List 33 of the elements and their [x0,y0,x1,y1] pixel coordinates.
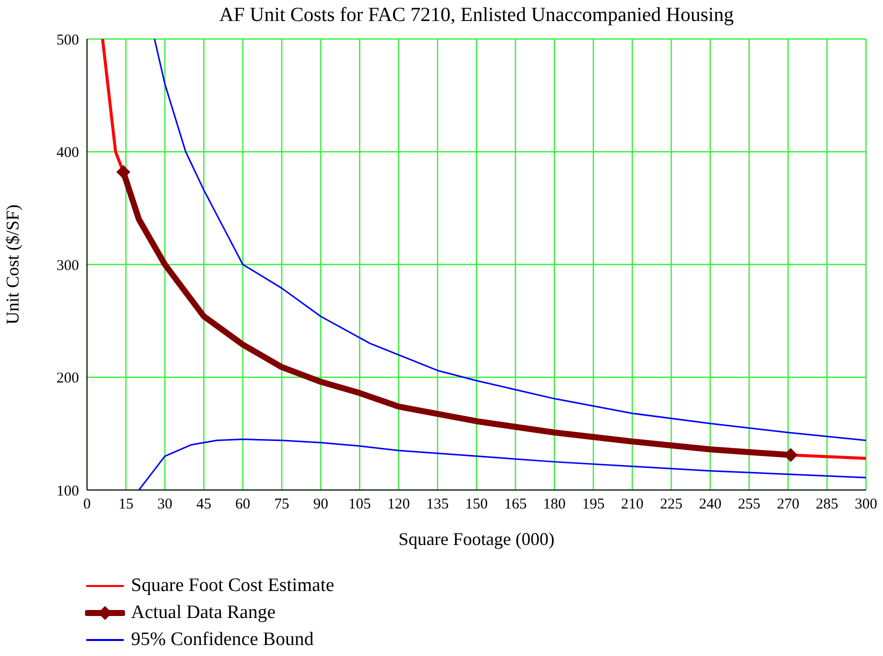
x-tick-label: 270 [776,496,800,513]
y-tick-label: 200 [56,370,79,387]
y-tick-label: 100 [56,483,79,500]
x-tick-label: 225 [660,496,682,513]
x-tick-label: 75 [274,496,290,513]
y-tick-label: 400 [56,145,79,162]
x-tick-label: 300 [854,496,878,513]
x-tick-label: 135 [426,496,449,513]
y-tick-label: 500 [56,32,79,48]
x-axis-title: Square Footage (000) [398,529,554,549]
y-tick-label: 300 [56,258,79,274]
x-tick-label: 165 [504,496,527,513]
x-tick-label: 180 [543,496,566,513]
x-tick-label: 60 [235,496,250,513]
legend-label: 95% Confidence Bound [131,628,314,650]
x-tick-label: 15 [118,496,134,513]
y-axis-title: Unit Cost ($/SF) [2,204,22,325]
x-tick-label: 240 [698,496,722,513]
x-tick-label: 210 [621,496,644,513]
legend-label: Actual Data Range [131,602,276,624]
x-tick-label: 120 [387,496,410,513]
chart-title: AF Unit Costs for FAC 7210, Enlisted Unaccompanied Housing [218,4,735,27]
x-tick-label: 195 [582,496,605,513]
x-tick-label: 255 [738,496,760,513]
x-tick-label: 285 [816,496,838,513]
line-series [138,438,866,490]
legend-label: Square Foot Cost Estimate [131,574,334,596]
x-tick-label: 150 [465,496,488,513]
x-tick-label: 90 [313,496,328,513]
x-tick-label: 105 [348,496,371,513]
x-tick-label: 45 [196,496,212,513]
x-tick-label: 30 [157,496,172,513]
x-tick-label: 0 [83,496,91,513]
